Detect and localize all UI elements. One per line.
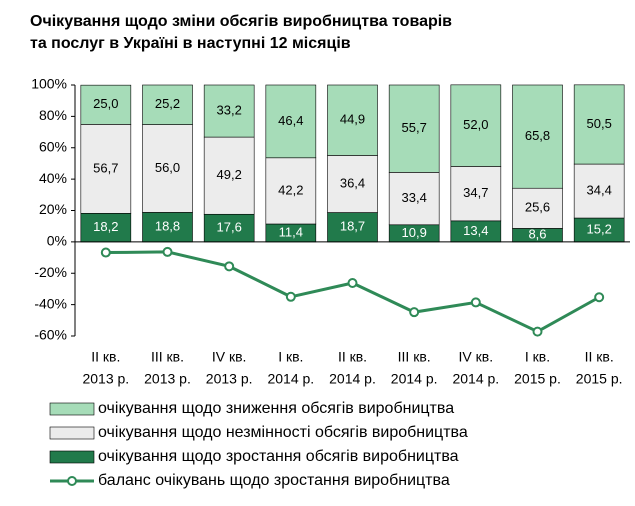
x-tick-label: II кв. <box>585 349 614 365</box>
data-label: 25,2 <box>155 96 180 111</box>
y-tick-label: 100% <box>31 76 67 92</box>
chart-title: Очікування щодо зміни обсягів виробництв… <box>30 13 452 30</box>
x-tick-label: IV кв. <box>459 349 494 365</box>
line-marker <box>347 277 358 288</box>
data-label: 8,6 <box>528 227 546 242</box>
x-tick-label: II кв. <box>91 349 120 365</box>
x-tick-label: 2015 р. <box>576 371 623 387</box>
y-tick-label: 0% <box>47 233 67 249</box>
y-tick-label: 60% <box>39 138 67 154</box>
x-tick-label: III кв. <box>151 349 184 365</box>
bar-segment <box>573 163 625 219</box>
x-tick-label: 2013 р. <box>144 371 191 387</box>
data-label: 46,4 <box>278 113 303 128</box>
data-label: 18,7 <box>340 219 365 234</box>
chart-title: та послуг в Україні в наступні 12 місяці… <box>30 35 351 52</box>
x-tick-label: II кв. <box>338 349 367 365</box>
line <box>105 250 600 334</box>
bar-segment <box>573 84 625 165</box>
legend-swatch <box>49 402 95 416</box>
bar-segment <box>388 172 440 226</box>
y-tick-label: -60% <box>34 327 67 343</box>
data-label: 33,4 <box>402 190 427 205</box>
bar-segment <box>265 157 317 225</box>
data-label: 56,7 <box>93 160 118 175</box>
bar-segment <box>450 84 502 167</box>
x-tick-label: 2014 р. <box>329 371 376 387</box>
bar-segment <box>327 84 378 156</box>
bar-segment <box>450 166 502 222</box>
bar-segment <box>80 124 132 214</box>
data-label: 34,7 <box>463 185 488 200</box>
legend-swatch <box>67 476 77 486</box>
bar-segment <box>80 84 132 125</box>
data-label: 18,2 <box>93 219 118 234</box>
bar-segment <box>142 124 193 213</box>
x-tick-label: 2015 р. <box>514 371 561 387</box>
line-marker <box>224 261 235 272</box>
y-tick-label: 40% <box>39 170 67 186</box>
x-tick-label: 2013 р. <box>82 371 129 387</box>
data-label: 13,4 <box>463 223 488 238</box>
data-label: 52,0 <box>463 117 488 132</box>
legend-label: очікування щодо зростання обсягів виробн… <box>98 448 459 465</box>
data-label: 44,9 <box>340 112 365 127</box>
line-marker <box>285 291 296 302</box>
line-marker <box>100 247 111 258</box>
bar-segment <box>512 187 563 229</box>
x-tick-label: I кв. <box>525 349 550 365</box>
y-tick-label: 80% <box>39 107 67 123</box>
bar-segment <box>203 213 255 243</box>
x-tick-label: III кв. <box>398 349 431 365</box>
data-label: 36,4 <box>340 175 365 190</box>
y-tick-label: -40% <box>34 295 67 311</box>
x-tick-label: 2014 р. <box>267 371 314 387</box>
bar-segment <box>142 84 193 125</box>
data-label: 17,6 <box>217 220 242 235</box>
x-tick-label: IV кв. <box>212 349 247 365</box>
data-label: 50,5 <box>587 116 612 131</box>
line-marker <box>409 307 420 318</box>
y-tick-label: -20% <box>34 264 67 280</box>
line-marker <box>594 292 605 303</box>
legend-label: баланс очікувань щодо зростання виробниц… <box>98 472 450 489</box>
data-label: 18,8 <box>155 219 180 234</box>
bar-segment <box>327 155 378 213</box>
data-label: 42,2 <box>278 182 303 197</box>
data-label: 25,6 <box>525 200 550 215</box>
legend-swatch <box>49 450 95 464</box>
data-label: 25,0 <box>93 96 118 111</box>
data-label: 56,0 <box>155 160 180 175</box>
legend-swatch <box>49 426 95 440</box>
bar-segment <box>388 84 440 173</box>
line-marker <box>470 297 481 308</box>
x-tick-label: 2013 р. <box>206 371 253 387</box>
data-label: 49,2 <box>217 167 242 182</box>
data-label: 15,2 <box>587 221 612 236</box>
y-tick-label: 20% <box>39 201 67 217</box>
data-label: 65,8 <box>525 128 550 143</box>
bar-segment <box>512 84 563 189</box>
legend-label: очікування щодо незмінності обсягів виро… <box>98 424 468 441</box>
x-tick-label: 2014 р. <box>452 371 499 387</box>
bar-segment <box>265 84 317 159</box>
data-label: 33,2 <box>217 102 242 117</box>
bar-segment <box>203 136 255 215</box>
line-marker <box>162 246 173 257</box>
bar-segment <box>142 212 193 243</box>
line-marker <box>532 326 543 337</box>
x-tick-label: I кв. <box>278 349 303 365</box>
data-label: 34,4 <box>587 182 612 197</box>
legend-label: очікування щодо зниження обсягів виробни… <box>98 400 454 417</box>
bar-segment <box>203 84 255 138</box>
x-tick-label: 2014 р. <box>391 371 438 387</box>
data-label: 10,9 <box>402 225 427 240</box>
data-label: 55,7 <box>402 120 427 135</box>
data-label: 11,4 <box>279 224 303 239</box>
